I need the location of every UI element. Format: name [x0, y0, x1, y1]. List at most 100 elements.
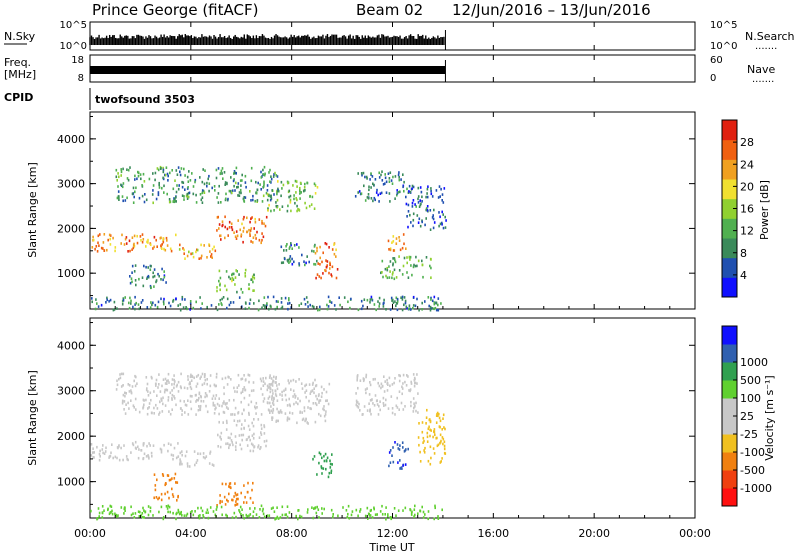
heatmap-cell [296, 421, 298, 425]
heatmap-cell [313, 262, 315, 266]
heatmap-cell [412, 397, 415, 400]
heatmap-cell [109, 504, 112, 508]
heatmap-cell [391, 182, 394, 185]
heatmap-cell [412, 212, 415, 216]
colorbar-segment [722, 380, 737, 399]
colorbar-tick-label: 28 [740, 136, 754, 149]
x-tick-label: 08:00 [276, 527, 308, 540]
heatmap-cell [298, 263, 301, 267]
heatmap-cell [275, 300, 278, 303]
heatmap-cell [181, 409, 183, 412]
heatmap-cell [303, 409, 306, 413]
heatmap-cell [175, 517, 177, 521]
heatmap-cell [442, 213, 444, 216]
heatmap-cell [173, 197, 175, 200]
heatmap-cell [270, 181, 272, 184]
heatmap-cell [179, 399, 182, 403]
heatmap-cell [271, 189, 273, 192]
heatmap-cell [387, 383, 389, 386]
heatmap-cell [433, 295, 436, 299]
heatmap-cell [248, 435, 250, 439]
heatmap-cell [154, 178, 156, 182]
heatmap-cell [346, 515, 349, 519]
heatmap-cell [162, 402, 164, 406]
heatmap-cell [225, 419, 228, 423]
heatmap-cell [269, 180, 271, 183]
heatmap-cell [235, 237, 238, 240]
nsearch-label: N.Search [745, 30, 795, 43]
heatmap-cell [422, 510, 425, 514]
heatmap-cell [277, 180, 279, 183]
heatmap-cell [142, 284, 145, 288]
heatmap-cell [272, 506, 274, 510]
heatmap-cell [254, 405, 256, 409]
heatmap-cell [276, 384, 278, 387]
heatmap-cell [124, 394, 126, 398]
heatmap-cell [159, 447, 162, 451]
heatmap-cell [201, 302, 203, 305]
heatmap-cell [217, 167, 220, 170]
heatmap-cell [327, 475, 330, 479]
heatmap-cell [313, 507, 315, 510]
heatmap-cell [328, 471, 331, 475]
heatmap-cell [179, 243, 181, 247]
heatmap-cell [388, 177, 391, 180]
heatmap-cell [202, 189, 205, 193]
heatmap-cell [232, 301, 235, 304]
heatmap-cell [394, 175, 397, 178]
heatmap-cell [247, 481, 249, 485]
heatmap-cell [137, 170, 139, 174]
heatmap-cell [263, 397, 266, 400]
heatmap-cell [140, 449, 142, 452]
heatmap-cell [123, 408, 125, 411]
heatmap-cell [235, 448, 237, 451]
heatmap-cell [90, 454, 93, 457]
heatmap-cell [90, 509, 92, 513]
heatmap-cell [128, 301, 130, 305]
heatmap-cell [441, 221, 443, 225]
heatmap-cell [110, 510, 112, 514]
heatmap-cell [329, 462, 332, 466]
heatmap-cell [208, 390, 211, 393]
heatmap-cell [160, 505, 163, 509]
heatmap-cell [189, 394, 192, 398]
heatmap-cell [326, 399, 328, 402]
heatmap-cell [284, 513, 286, 517]
heatmap-cell [305, 296, 308, 299]
heatmap-cell [364, 199, 367, 202]
heatmap-cell [318, 401, 320, 404]
heatmap-cell [392, 446, 394, 449]
heatmap-cell [151, 454, 153, 458]
heatmap-cell [298, 304, 300, 307]
heatmap-cell [189, 382, 191, 385]
heatmap-cell [241, 438, 243, 442]
velocity-ylabel: Slant Range [km] [26, 370, 39, 466]
heatmap-cell [383, 390, 386, 393]
colorbar-segment [722, 326, 737, 345]
heatmap-cell [202, 400, 205, 403]
heatmap-cell [158, 413, 160, 416]
heatmap-cell [286, 515, 289, 519]
heatmap-cell [177, 495, 179, 499]
heatmap-cell [203, 182, 206, 186]
heatmap-cell [157, 191, 160, 194]
heatmap-cell [293, 402, 295, 406]
heatmap-cell [304, 189, 306, 192]
heatmap-cell [191, 172, 193, 175]
heatmap-cell [200, 243, 202, 247]
heatmap-cell [240, 287, 242, 291]
heatmap-cell [124, 199, 127, 202]
heatmap-cell [268, 171, 270, 174]
heatmap-cell [138, 515, 141, 518]
heatmap-cell [164, 388, 166, 392]
heatmap-cell [103, 509, 105, 512]
heatmap-cell [129, 296, 131, 300]
heatmap-cell [91, 451, 94, 454]
heatmap-cell [250, 400, 253, 404]
heatmap-cell [396, 396, 398, 400]
heatmap-cell [288, 261, 290, 264]
heatmap-cell [175, 190, 178, 194]
heatmap-cell [290, 242, 292, 245]
heatmap-cell [166, 172, 169, 176]
heatmap-cell [397, 190, 400, 194]
